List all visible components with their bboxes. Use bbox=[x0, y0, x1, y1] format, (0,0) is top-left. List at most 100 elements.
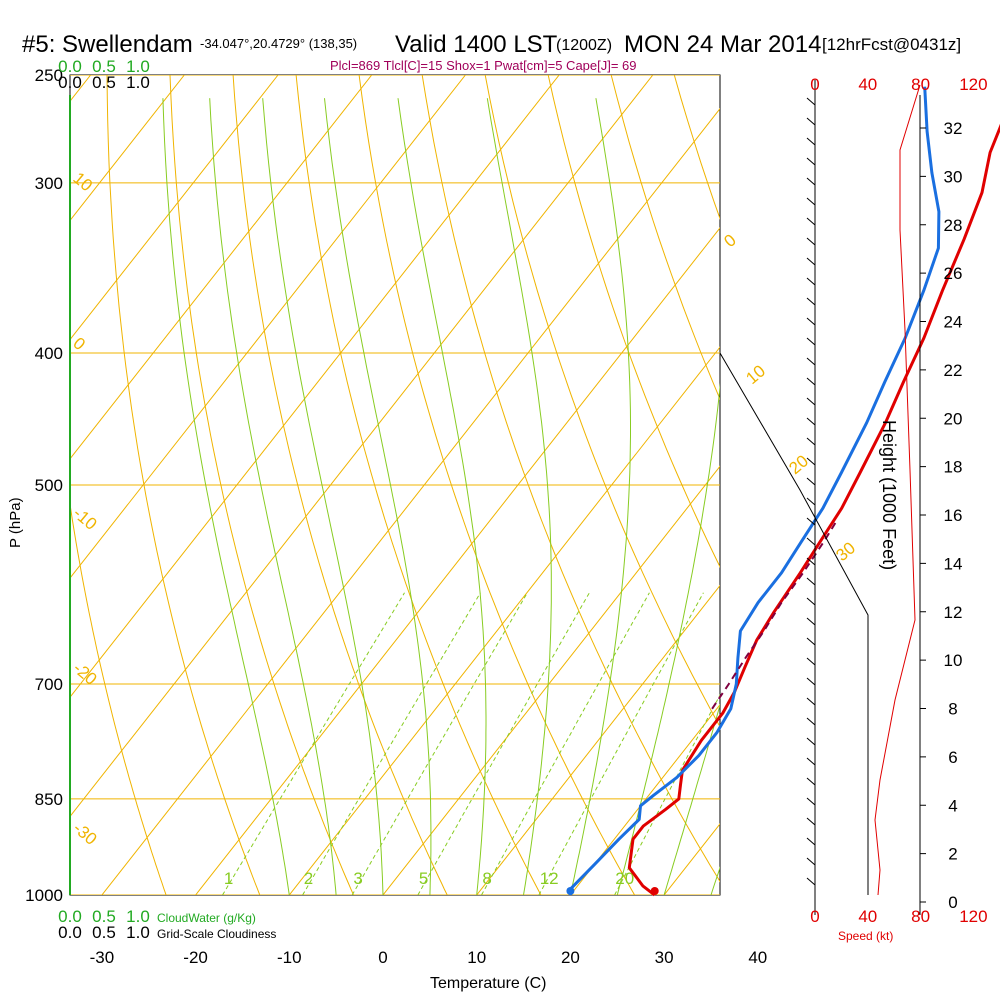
wind-barb bbox=[806, 657, 816, 666]
x-tick-label: -10 bbox=[277, 948, 302, 967]
valid-time: Valid 1400 LST bbox=[395, 31, 558, 58]
isotherm-line bbox=[195, 227, 720, 895]
isotherm-line bbox=[101, 107, 720, 895]
mixing-ratio-label: 3 bbox=[353, 869, 362, 888]
isotherm-line bbox=[70, 75, 373, 460]
height-tick-label: 12 bbox=[944, 603, 963, 622]
speed-tick-top: 120 bbox=[959, 75, 987, 94]
isotherm-label: 10 bbox=[742, 361, 769, 388]
moist-adiabat bbox=[758, 98, 1000, 895]
wind-barb bbox=[806, 357, 816, 366]
p-tick-label: 250 bbox=[35, 66, 63, 85]
wind-speed-profile bbox=[874, 84, 921, 896]
x-tick-label: 20 bbox=[561, 948, 580, 967]
speed-axis-title: Speed (kt) bbox=[838, 929, 893, 943]
wind-barb bbox=[806, 517, 816, 526]
dry-adiabat bbox=[106, 75, 261, 895]
mixing-ratio-line bbox=[417, 592, 590, 895]
dry-adiabat-label: 10 bbox=[69, 169, 96, 196]
wind-barb bbox=[806, 717, 816, 726]
isotherm-line bbox=[476, 584, 720, 895]
wind-barb bbox=[806, 877, 816, 886]
mixing-ratio-line bbox=[538, 592, 704, 895]
speed-tick-bottom: 80 bbox=[911, 907, 930, 926]
wind-barb bbox=[806, 737, 816, 746]
wind-barb bbox=[806, 857, 816, 866]
surface-temp-point bbox=[650, 887, 659, 895]
mixing-ratio-label: 1 bbox=[224, 869, 233, 888]
height-tick-label: 10 bbox=[944, 651, 963, 670]
cloudiness-bottom-tick: 0.5 bbox=[92, 923, 116, 942]
wind-barb bbox=[806, 797, 816, 806]
wind-barb bbox=[806, 257, 816, 266]
isotherm-line bbox=[852, 75, 1000, 895]
x-tick-label: 10 bbox=[467, 948, 486, 967]
cloudiness-bottom-tick: 0.0 bbox=[58, 923, 82, 942]
cloudiness-top-tick: 1.0 bbox=[126, 73, 150, 92]
forecast-label: [12hrFcst@0431z] bbox=[822, 35, 961, 54]
height-axis-title: Height (1000 Feet) bbox=[879, 420, 899, 570]
mixing-ratio-label: 20 bbox=[615, 869, 634, 888]
isotherm-line bbox=[70, 75, 654, 818]
moist-adiabat bbox=[209, 98, 337, 895]
cloudwater-label: CloudWater (g/Kg) bbox=[157, 911, 256, 925]
station-title: #5: Swellendam bbox=[22, 31, 193, 58]
isotherm-line bbox=[570, 703, 720, 895]
cloudiness-label: Grid-Scale Cloudiness bbox=[157, 927, 276, 941]
wind-barb bbox=[806, 617, 816, 626]
height-tick-label: 0 bbox=[948, 893, 957, 912]
isotherm-line bbox=[945, 75, 1000, 895]
dry-adiabat bbox=[70, 500, 167, 895]
wind-height-panel: 0040408080120120024681012141618202224262… bbox=[719, 75, 988, 926]
wind-barb bbox=[806, 777, 816, 786]
wind-barb bbox=[806, 237, 816, 246]
height-tick-label: 8 bbox=[948, 700, 957, 719]
profile-curves bbox=[566, 86, 1000, 897]
mixing-ratio-line bbox=[302, 592, 481, 895]
speed-tick-bottom: 120 bbox=[959, 907, 987, 926]
height-tick-label: 18 bbox=[944, 458, 963, 477]
isotherm-line bbox=[70, 75, 466, 579]
height-tick-label: 16 bbox=[944, 506, 963, 525]
wind-barb bbox=[806, 397, 816, 406]
height-tick-label: 24 bbox=[944, 313, 963, 332]
height-tick-label: 2 bbox=[948, 845, 957, 864]
grid-lines bbox=[70, 75, 1000, 895]
isotherm-line bbox=[382, 465, 720, 895]
x-tick-label: 0 bbox=[378, 948, 387, 967]
height-tick-label: 22 bbox=[944, 361, 963, 380]
cloudwater-top-tick: 0.0 bbox=[58, 57, 82, 76]
wind-barb bbox=[806, 577, 816, 586]
wind-barb bbox=[806, 337, 816, 346]
series-parcel-line bbox=[711, 518, 839, 710]
dry-adiabat bbox=[673, 75, 720, 220]
wind-barb bbox=[806, 477, 816, 486]
dry-adiabat-label: -30 bbox=[69, 819, 100, 849]
moist-adiabat bbox=[162, 98, 290, 895]
isotherm-label: 20 bbox=[785, 451, 812, 478]
wind-barb bbox=[806, 157, 816, 166]
height-tick-label: 28 bbox=[944, 216, 963, 235]
mixing-ratio-label: 12 bbox=[540, 869, 559, 888]
dry-adiabat bbox=[737, 75, 1000, 895]
height-tick-label: 26 bbox=[944, 264, 963, 283]
cloudiness-bottom-tick: 1.0 bbox=[126, 923, 150, 942]
isotherm-line bbox=[70, 75, 279, 341]
valid-zulu: (1200Z) bbox=[556, 37, 612, 54]
x-tick-label: -20 bbox=[183, 948, 208, 967]
x-axis-title: Temperature (C) bbox=[430, 975, 546, 992]
wind-barb bbox=[806, 277, 816, 286]
wind-barb bbox=[806, 377, 816, 386]
mixing-ratio-label: 2 bbox=[304, 869, 313, 888]
isotherm-label: 0 bbox=[720, 230, 739, 251]
cloudwater-top-tick: 0.5 bbox=[92, 57, 116, 76]
mixing-ratio-label: 8 bbox=[482, 869, 491, 888]
cloudwater-bottom-tick: 0.0 bbox=[58, 907, 82, 926]
height-tick-label: 14 bbox=[944, 554, 963, 573]
height-tick-label: 6 bbox=[948, 748, 957, 767]
station-coords: -34.047°,20.4729° (138,35) bbox=[200, 36, 357, 51]
speed-tick-top: 80 bbox=[911, 75, 930, 94]
surface-dewpoint-point bbox=[566, 887, 575, 895]
mixing-ratio-line bbox=[351, 592, 528, 895]
p-tick-label: 700 bbox=[35, 675, 63, 694]
